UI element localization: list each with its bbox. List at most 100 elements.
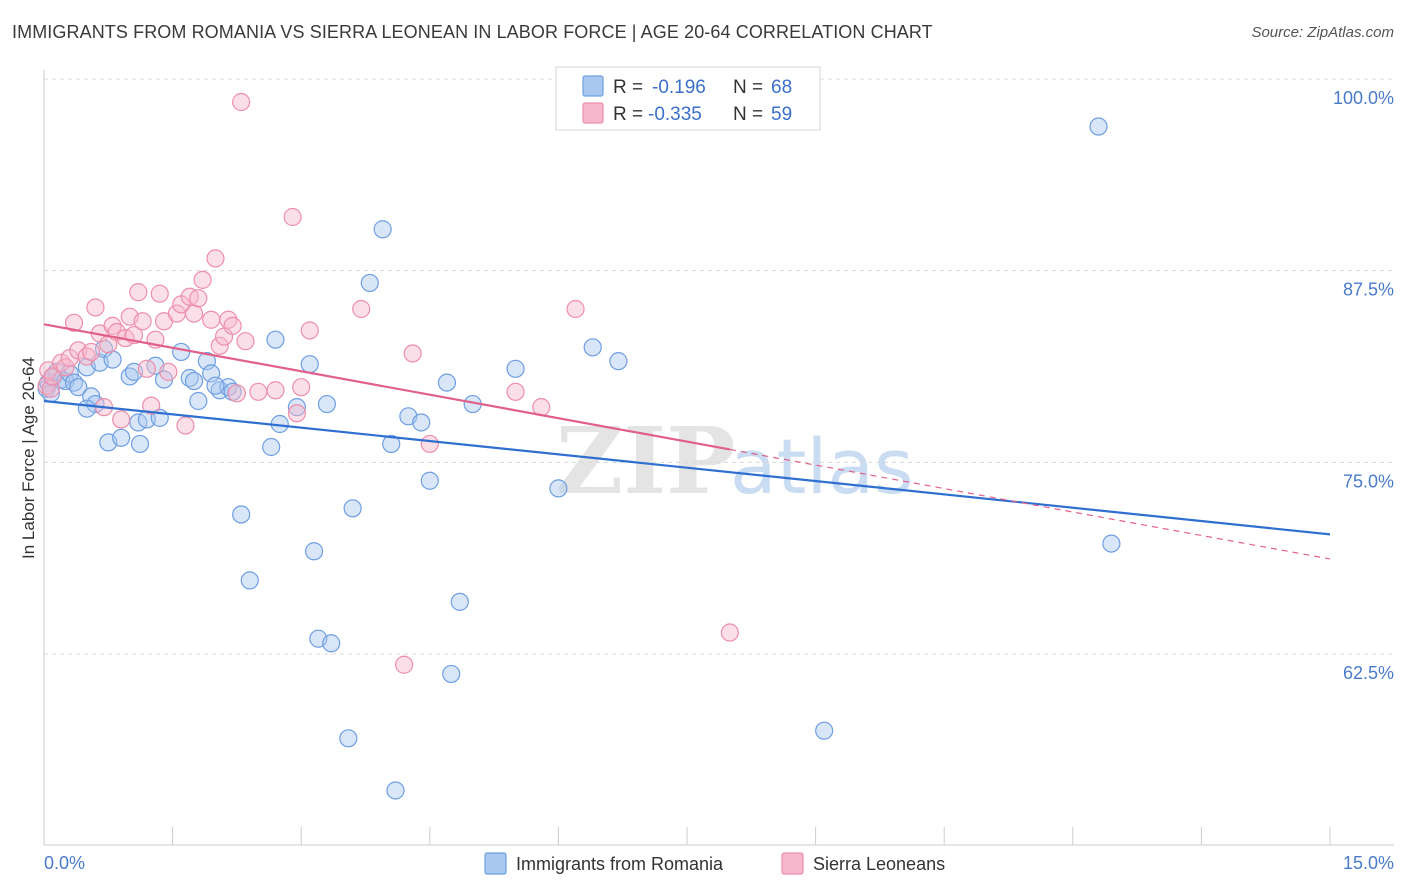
data-point-romania bbox=[300, 355, 319, 374]
data-point-romania bbox=[240, 571, 259, 590]
data-point-sierra-leone bbox=[206, 249, 225, 268]
data-point-romania bbox=[450, 592, 469, 611]
data-point-sierra-leone bbox=[403, 344, 422, 363]
data-point-romania bbox=[1089, 117, 1108, 136]
y-axis-title: In Labor Force | Age 20-64 bbox=[19, 357, 38, 559]
y-tick-label: 100.0% bbox=[1333, 88, 1394, 108]
data-point-romania bbox=[232, 505, 251, 524]
data-point-sierra-leone bbox=[420, 434, 439, 454]
data-point-sierra-leone bbox=[720, 623, 739, 642]
data-point-romania bbox=[130, 434, 150, 454]
source-credit: Source: ZipAtlas.com bbox=[1251, 24, 1394, 41]
data-point-sierra-leone bbox=[236, 332, 255, 351]
gridlines bbox=[44, 78, 1394, 655]
data-point-sierra-leone bbox=[159, 362, 178, 381]
trend-line-sierra-leone-extension bbox=[729, 448, 1331, 560]
data-point-sierra-leone bbox=[129, 283, 148, 302]
data-point-sierra-leone bbox=[86, 298, 105, 317]
x-ticks bbox=[43, 827, 1331, 845]
data-point-sierra-leone bbox=[56, 358, 75, 377]
data-point-sierra-leone bbox=[112, 410, 131, 429]
data-point-romania bbox=[77, 399, 96, 418]
y-tick-label: 87.5% bbox=[1343, 280, 1394, 300]
trend-line-sierra-leone bbox=[43, 323, 731, 451]
data-point-sierra-leone bbox=[506, 382, 525, 401]
legend-swatch-blue bbox=[582, 75, 604, 97]
data-point-sierra-leone bbox=[64, 313, 84, 332]
data-point-romania bbox=[317, 394, 337, 414]
data-point-romania bbox=[322, 634, 341, 653]
data-point-sierra-leone bbox=[283, 207, 302, 227]
data-point-sierra-leone bbox=[566, 299, 585, 319]
data-point-sierra-leone bbox=[352, 299, 371, 319]
data-point-sierra-leone bbox=[292, 378, 311, 397]
data-point-sierra-leone bbox=[137, 359, 156, 378]
data-point-romania bbox=[442, 664, 461, 684]
axes bbox=[43, 70, 1394, 846]
series-sierra-leone-points bbox=[37, 92, 739, 674]
trend-lines bbox=[43, 323, 1331, 560]
legend-r-label-1: R = bbox=[613, 77, 643, 98]
data-point-romania bbox=[339, 729, 358, 748]
data-point-romania bbox=[69, 378, 88, 397]
legend-n-label-1: N = bbox=[733, 77, 763, 98]
data-point-romania bbox=[262, 437, 281, 457]
legend-swatch-pink bbox=[582, 102, 604, 124]
data-point-sierra-leone bbox=[266, 381, 285, 400]
data-point-sierra-leone bbox=[142, 396, 161, 415]
data-point-sierra-leone bbox=[227, 384, 246, 403]
data-point-romania bbox=[184, 371, 204, 391]
watermark-zip: ZIP bbox=[556, 407, 735, 515]
data-point-romania bbox=[206, 376, 225, 395]
y-tick-label: 75.0% bbox=[1343, 471, 1394, 491]
legend-n-value-1: 68 bbox=[771, 77, 792, 98]
legend-n-label-2: N = bbox=[733, 104, 763, 125]
data-point-sierra-leone bbox=[82, 342, 101, 362]
bottom-legend-label-romania: Immigrants from Romania bbox=[516, 854, 724, 874]
bottom-legend-swatch-pink bbox=[781, 852, 804, 875]
data-point-sierra-leone bbox=[300, 321, 319, 340]
data-point-sierra-leone bbox=[249, 382, 268, 401]
data-point-romania bbox=[343, 499, 362, 518]
x-tick-label-min: 0.0% bbox=[44, 853, 85, 873]
data-point-sierra-leone bbox=[176, 416, 195, 435]
data-point-romania bbox=[172, 342, 191, 362]
data-point-sierra-leone bbox=[133, 312, 152, 331]
data-point-romania bbox=[583, 338, 602, 357]
bottom-legend-swatch-blue bbox=[484, 852, 507, 875]
data-point-romania bbox=[815, 721, 834, 740]
legend: R = -0.196 N = 68 R = -0.335 N = 59 bbox=[555, 66, 821, 131]
data-point-romania bbox=[609, 352, 628, 371]
chart-title: IMMIGRANTS FROM ROMANIA VS SIERRA LEONEA… bbox=[12, 22, 933, 42]
data-point-romania bbox=[386, 781, 405, 800]
data-point-romania bbox=[103, 350, 122, 369]
data-point-sierra-leone bbox=[184, 304, 204, 323]
data-point-sierra-leone bbox=[394, 655, 414, 674]
data-point-romania bbox=[1102, 534, 1121, 553]
y-tick-label: 62.5% bbox=[1343, 663, 1394, 683]
bottom-legend-label-sierra: Sierra Leoneans bbox=[813, 854, 945, 874]
data-point-sierra-leone bbox=[150, 284, 169, 303]
legend-r-label-2: R = bbox=[613, 104, 643, 125]
data-point-sierra-leone bbox=[232, 92, 251, 112]
data-point-sierra-leone bbox=[193, 270, 212, 289]
trend-line-romania bbox=[43, 399, 1331, 536]
data-point-romania bbox=[287, 398, 307, 417]
legend-r-value-1: -0.196 bbox=[652, 77, 706, 98]
data-point-romania bbox=[506, 359, 525, 378]
data-point-romania bbox=[360, 273, 379, 293]
legend-r-value-2: -0.335 bbox=[648, 104, 702, 125]
data-point-sierra-leone bbox=[43, 367, 62, 386]
data-point-romania bbox=[373, 220, 392, 239]
data-point-romania bbox=[437, 373, 457, 392]
watermark: ZIP atlas bbox=[556, 407, 914, 515]
y-tick-labels: 62.5% 75.0% 87.5% 100.0% bbox=[1333, 88, 1394, 683]
bottom-legend: Immigrants from Romania Sierra Leoneans bbox=[484, 852, 945, 875]
data-point-romania bbox=[189, 391, 208, 411]
data-point-sierra-leone bbox=[189, 289, 208, 308]
x-tick-label-max: 15.0% bbox=[1343, 853, 1394, 873]
legend-n-value-2: 59 bbox=[771, 104, 792, 125]
data-point-romania bbox=[412, 413, 431, 432]
data-point-romania bbox=[420, 471, 439, 490]
